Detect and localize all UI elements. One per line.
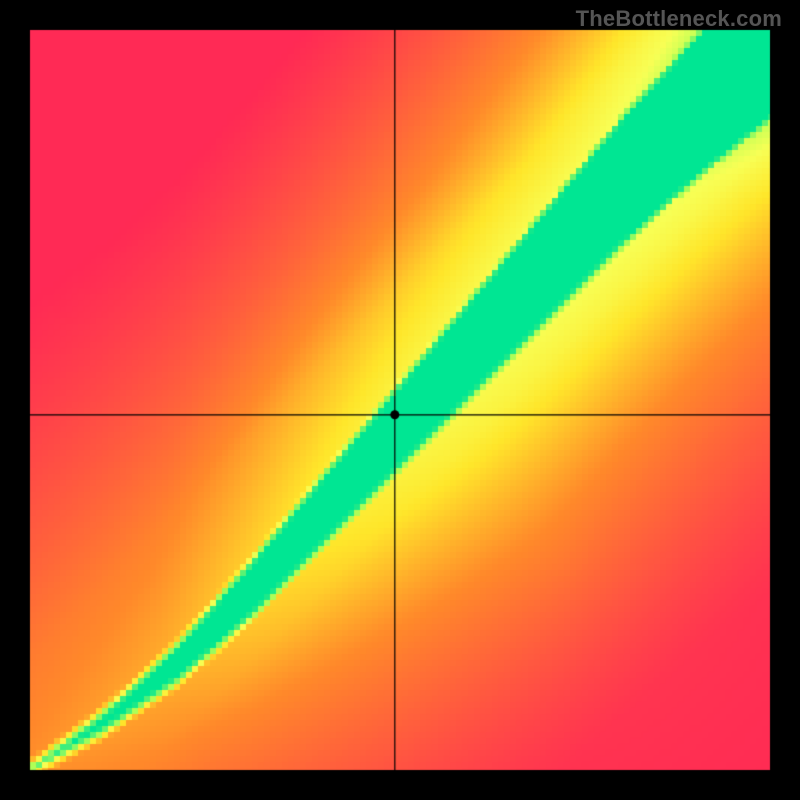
watermark-text: TheBottleneck.com xyxy=(576,6,782,32)
bottleneck-heatmap xyxy=(0,0,800,800)
chart-container: { "watermark": { "text": "TheBottleneck.… xyxy=(0,0,800,800)
